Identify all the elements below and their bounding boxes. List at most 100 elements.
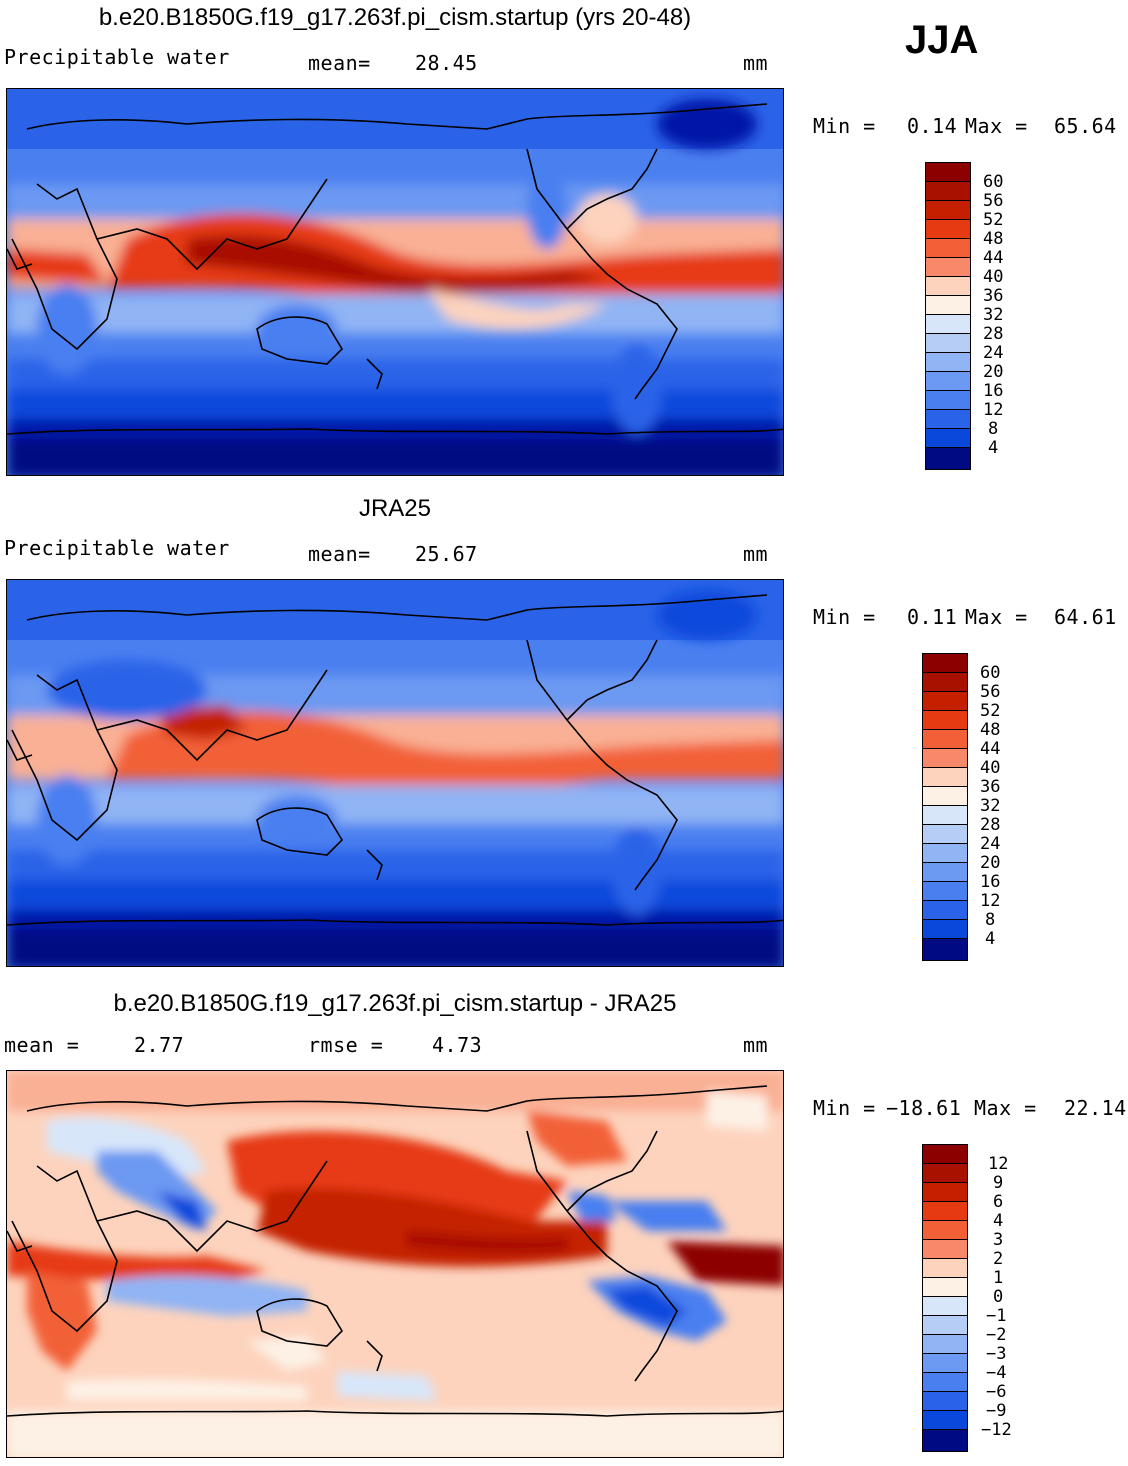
colorbar-label: −6 (986, 1382, 1007, 1402)
colorbar-label: −1 (986, 1306, 1007, 1326)
panel3-mean-value: 2.77 (134, 1033, 185, 1057)
colorbar-label: 48 (980, 720, 1001, 740)
panel3-colorbar-swatch (923, 1354, 967, 1373)
colorbar-label: 8 (985, 910, 996, 930)
panel3-colorbar-swatch (923, 1240, 967, 1259)
colorbar-label: 44 (980, 739, 1001, 759)
colorbar-label: 16 (983, 381, 1004, 401)
panel3-colorbar-swatch (923, 1335, 967, 1354)
colorbar-label: 12 (988, 1154, 1009, 1174)
panel1-title: b.e20.B1850G.f19_g17.263f.pi_cism.startu… (98, 4, 692, 31)
colorbar-label: 24 (983, 343, 1004, 363)
colorbar-label: 48 (983, 229, 1004, 249)
colorbar-label: 60 (983, 172, 1004, 192)
panel1-colorbar-swatch (926, 334, 970, 353)
panel3-min-value: −18.61 (886, 1096, 962, 1120)
panel2-colorbar-swatch (923, 673, 967, 692)
panel1-map (6, 88, 784, 476)
panel1-colorbar-swatch (926, 410, 970, 429)
panel3-max-label: Max = (974, 1096, 1037, 1120)
panel2-colorbar-swatch (923, 692, 967, 711)
panel2-colorbar (922, 653, 968, 961)
colorbar-label: 8 (988, 419, 999, 439)
panel2-min-label: Min = (813, 605, 876, 629)
panel3-colorbar-swatch (923, 1164, 967, 1183)
panel2-colorbar-swatch (923, 730, 967, 749)
panel3-max-value: 22.14 (1064, 1096, 1127, 1120)
panel1-max-label: Max = (965, 114, 1028, 138)
panel2-coastlines (7, 594, 783, 926)
panel3-coastlines (7, 1085, 783, 1417)
colorbar-label: 40 (983, 267, 1004, 287)
panel1-coastlines (7, 103, 783, 435)
panel1-colorbar-swatch (926, 391, 970, 410)
colorbar-label: 36 (983, 286, 1004, 306)
panel2-colorbar-swatch (923, 844, 967, 863)
colorbar-label: 2 (993, 1249, 1004, 1269)
panel2-map-svg (7, 580, 783, 966)
panel2-colorbar-swatch (923, 806, 967, 825)
colorbar-label: 56 (980, 682, 1001, 702)
panel2-max-value: 64.61 (1054, 605, 1117, 629)
colorbar-label: 28 (980, 815, 1001, 835)
panel3-rmse-value: 4.73 (432, 1033, 483, 1057)
colorbar-label: 24 (980, 834, 1001, 854)
panel3-colorbar-swatch (923, 1278, 967, 1297)
panel1-max-value: 65.64 (1054, 114, 1117, 138)
panel3-colorbar-swatch (923, 1297, 967, 1316)
panel3-colorbar-swatch (923, 1145, 967, 1164)
panel2-variable-label: Precipitable water (4, 536, 230, 560)
colorbar-label: −4 (986, 1363, 1007, 1383)
colorbar-label: 4 (993, 1211, 1004, 1231)
colorbar-label: 52 (980, 701, 1001, 721)
colorbar-label: 6 (993, 1192, 1004, 1212)
panel2-colorbar-swatch (923, 882, 967, 901)
panel1-colorbar-swatch (926, 315, 970, 334)
panel1-variable-label: Precipitable water (4, 45, 230, 69)
colorbar-label: 16 (980, 872, 1001, 892)
panel2-title: JRA25 (358, 495, 432, 522)
panel3-map (6, 1070, 784, 1458)
panel3-colorbar-swatch (923, 1183, 967, 1202)
panel1-colorbar-swatch (926, 429, 970, 448)
colorbar-label: 4 (985, 929, 996, 949)
panel1-colorbar-swatch (926, 448, 970, 469)
panel1-colorbar-swatch (926, 296, 970, 315)
season-label: JJA (905, 18, 979, 62)
colorbar-label: −2 (986, 1325, 1007, 1345)
colorbar-label: 52 (983, 210, 1004, 230)
panel2-mean-label: mean= (308, 542, 371, 566)
panel1-colorbar-swatch (926, 353, 970, 372)
panel2-colorbar-swatch (923, 863, 967, 882)
panel2-colorbar-swatch (923, 939, 967, 960)
colorbar-label: 9 (993, 1173, 1004, 1193)
panel2-map (6, 579, 784, 967)
colorbar-label: 20 (980, 853, 1001, 873)
colorbar-label: 20 (983, 362, 1004, 382)
panel1-colorbar-swatch (926, 201, 970, 220)
colorbar-label: 40 (980, 758, 1001, 778)
panel1-min-value: 0.14 (907, 114, 958, 138)
panel2-min-value: 0.11 (907, 605, 958, 629)
colorbar-label: 12 (980, 891, 1001, 911)
colorbar-label: 28 (983, 324, 1004, 344)
panel2-colorbar-swatch (923, 768, 967, 787)
panel3-colorbar (922, 1144, 968, 1452)
panel3-colorbar-swatch (923, 1221, 967, 1240)
panel2-mean-value: 25.67 (415, 542, 478, 566)
colorbar-label: −3 (986, 1344, 1007, 1364)
panel2-colorbar-swatch (923, 711, 967, 730)
colorbar-label: −12 (981, 1420, 1012, 1440)
panel3-min-label: Min = (813, 1096, 876, 1120)
panel2-colorbar-swatch (923, 787, 967, 806)
colorbar-label: 3 (993, 1230, 1004, 1250)
panel1-colorbar (925, 162, 971, 470)
panel1-map-svg (7, 89, 783, 475)
panel3-units: mm (743, 1033, 769, 1057)
panel2-colorbar-swatch (923, 920, 967, 939)
panel3-map-svg (7, 1071, 783, 1457)
panel3-title: b.e20.B1850G.f19_g17.263f.pi_cism.startu… (113, 990, 677, 1017)
panel3-colorbar-swatch (923, 1430, 967, 1451)
panel3-colorbar-swatch (923, 1202, 967, 1221)
colorbar-label: 1 (993, 1268, 1004, 1288)
